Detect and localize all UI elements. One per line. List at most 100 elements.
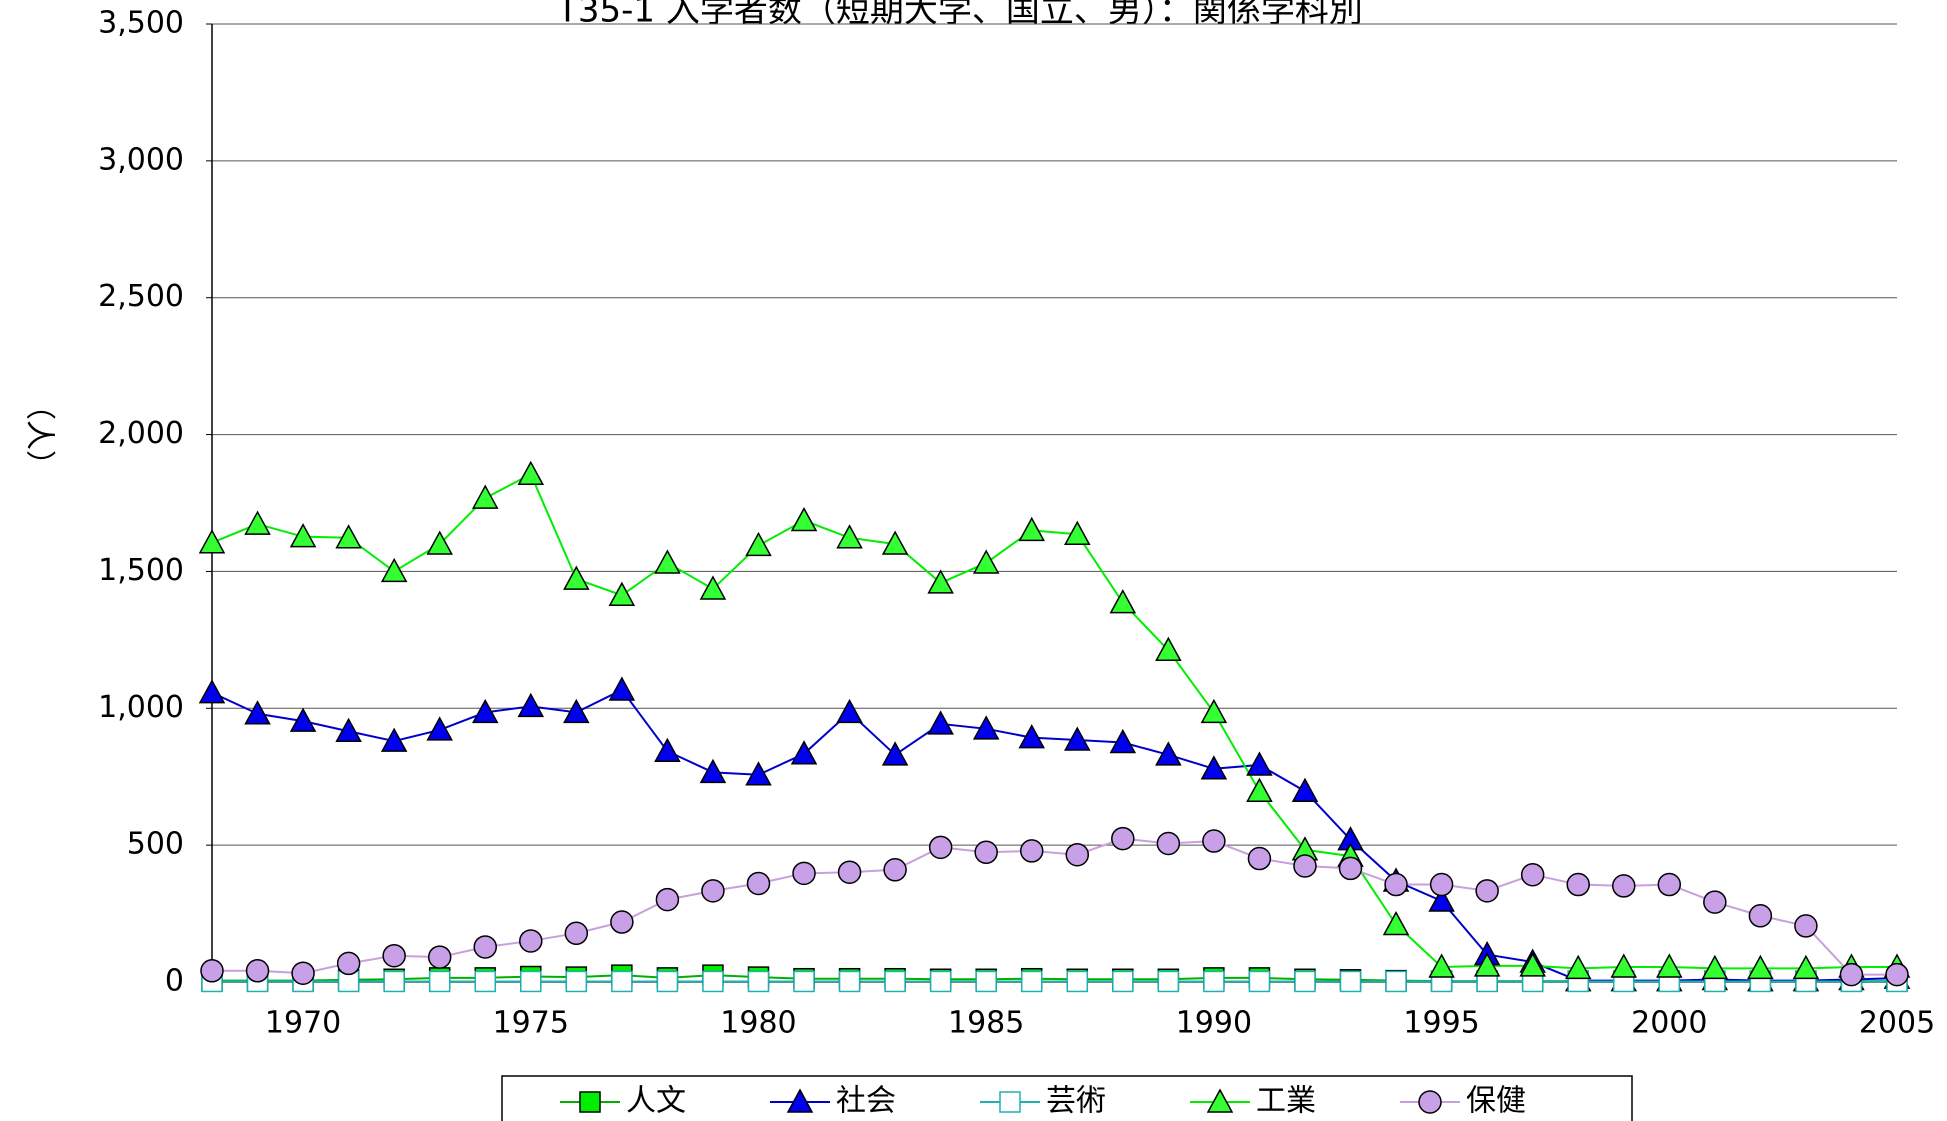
legend-label: 人文	[626, 1084, 686, 1119]
marker	[1564, 954, 1592, 980]
marker	[881, 741, 909, 766]
marker	[1703, 890, 1727, 914]
marker	[563, 565, 590, 590]
marker	[1109, 589, 1137, 614]
marker	[699, 575, 727, 600]
x-tick-label: 2005	[1859, 1006, 1935, 1041]
marker	[1428, 953, 1455, 978]
marker	[1200, 755, 1228, 780]
marker	[793, 970, 815, 993]
marker	[1520, 862, 1545, 887]
marker	[1018, 516, 1045, 542]
marker	[1018, 724, 1045, 749]
marker	[1475, 879, 1499, 903]
marker	[520, 970, 542, 993]
y-tick-label: 0	[165, 964, 184, 999]
marker	[1384, 872, 1408, 897]
marker	[1291, 777, 1319, 802]
legend-marker	[1418, 1090, 1442, 1114]
marker	[1473, 952, 1501, 977]
marker	[927, 710, 954, 735]
series-line	[211, 688, 1898, 982]
marker	[1612, 874, 1636, 898]
marker	[1248, 970, 1271, 993]
marker	[336, 951, 361, 976]
marker	[244, 510, 271, 535]
marker	[1246, 751, 1273, 776]
marker	[200, 959, 224, 983]
marker	[792, 861, 816, 886]
marker	[474, 970, 496, 993]
marker	[1066, 970, 1089, 993]
marker	[564, 921, 589, 946]
x-tick-label: 1985	[948, 1006, 1024, 1041]
marker	[929, 970, 952, 993]
legend-marker	[786, 1088, 814, 1113]
marker	[838, 970, 861, 993]
legend-marker	[999, 1091, 1021, 1113]
marker	[1064, 726, 1091, 751]
chart-title: T35-1 入学者数（短期大学、国立、男）：関係学科別	[556, 0, 1363, 31]
y-tick-label: 500	[127, 827, 184, 862]
marker	[608, 676, 636, 701]
marker	[1157, 970, 1180, 993]
marker	[289, 523, 317, 548]
marker	[519, 929, 543, 953]
marker	[654, 549, 681, 574]
marker	[1293, 854, 1317, 878]
marker	[790, 740, 818, 765]
marker	[702, 970, 724, 993]
marker	[1519, 952, 1546, 977]
legend-marker	[579, 1091, 601, 1113]
y-tick-label: 1,000	[98, 690, 184, 725]
marker	[927, 569, 954, 594]
marker	[746, 871, 771, 896]
marker	[836, 524, 863, 549]
marker	[426, 716, 453, 741]
y-tick-label: 1,500	[98, 553, 184, 588]
marker	[1155, 636, 1182, 662]
marker	[1839, 962, 1864, 987]
marker	[745, 531, 772, 557]
marker	[975, 970, 997, 993]
marker	[517, 460, 545, 486]
marker	[790, 506, 818, 532]
series-line	[212, 837, 1897, 976]
marker	[1748, 904, 1773, 928]
marker	[1701, 954, 1729, 980]
y-tick-label: 2,500	[98, 279, 184, 314]
marker	[656, 970, 679, 993]
x-tick-label: 2000	[1631, 1006, 1707, 1041]
marker	[1246, 777, 1273, 802]
marker	[701, 879, 725, 903]
marker	[380, 557, 408, 583]
y-tick-label: 3,500	[98, 6, 184, 41]
marker	[471, 484, 499, 509]
marker	[245, 959, 270, 983]
marker	[655, 887, 680, 912]
marker	[1112, 970, 1134, 993]
marker	[1428, 887, 1455, 912]
marker	[1247, 846, 1272, 871]
marker	[1657, 872, 1682, 897]
marker	[608, 581, 636, 606]
y-axis-label: （人）	[22, 390, 57, 480]
marker	[1792, 954, 1820, 980]
marker	[1156, 831, 1181, 856]
marker	[972, 549, 1000, 574]
marker	[1202, 829, 1226, 853]
marker	[1338, 856, 1363, 881]
marker	[1109, 728, 1137, 754]
marker	[611, 970, 633, 993]
marker	[1610, 953, 1638, 978]
marker	[291, 961, 315, 985]
legend-label: 保健	[1466, 1084, 1526, 1119]
marker	[1020, 970, 1043, 993]
legend-box	[501, 1075, 1633, 1121]
marker	[837, 860, 862, 884]
series-line	[211, 472, 1897, 970]
x-tick-label: 1995	[1403, 1006, 1479, 1041]
marker	[884, 970, 906, 993]
marker	[1885, 962, 1909, 987]
